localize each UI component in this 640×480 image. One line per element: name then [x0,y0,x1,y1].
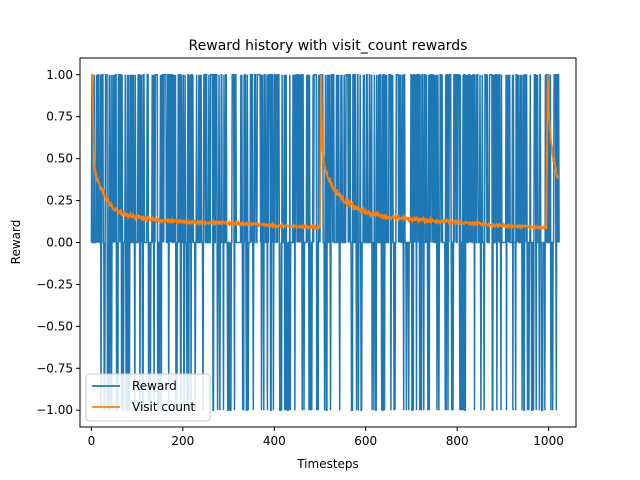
y-tick-label: 0.50 [46,152,73,166]
chart-title: Reward history with visit_count rewards [189,38,468,54]
plot-area [90,73,560,411]
legend-label-visit-count: Visit count [132,400,196,414]
y-axis: −1.00 −0.75 −0.50 −0.25 0.00 0.25 0.50 0.75 1.00 [36,68,80,417]
y-tick-label: −0.50 [36,319,73,333]
reward-series [90,74,560,411]
x-axis: 0 200 400 600 800 1000 [88,427,564,448]
x-tick-label: 1000 [533,434,564,448]
visit-count-series [91,73,559,232]
legend-label-reward: Reward [132,379,177,393]
visit-count-line [91,73,559,232]
x-tick-label: 200 [171,434,194,448]
y-tick-label: 1.00 [46,68,73,82]
x-tick-label: 400 [263,434,286,448]
y-tick-label: −1.00 [36,403,73,417]
y-tick-label: −0.25 [36,277,73,291]
x-axis-label: Timesteps [296,457,359,471]
x-tick-label: 600 [354,434,377,448]
y-tick-label: 0.75 [46,110,73,124]
legend: Reward Visit count [85,373,211,422]
y-tick-label: 0.25 [46,194,73,208]
x-tick-label: 800 [446,434,469,448]
x-tick-label: 0 [88,434,96,448]
y-tick-label: −0.75 [36,361,73,375]
y-axis-label: Reward [9,220,23,265]
y-tick-label: 0.00 [46,236,73,250]
reward-line [90,74,560,411]
